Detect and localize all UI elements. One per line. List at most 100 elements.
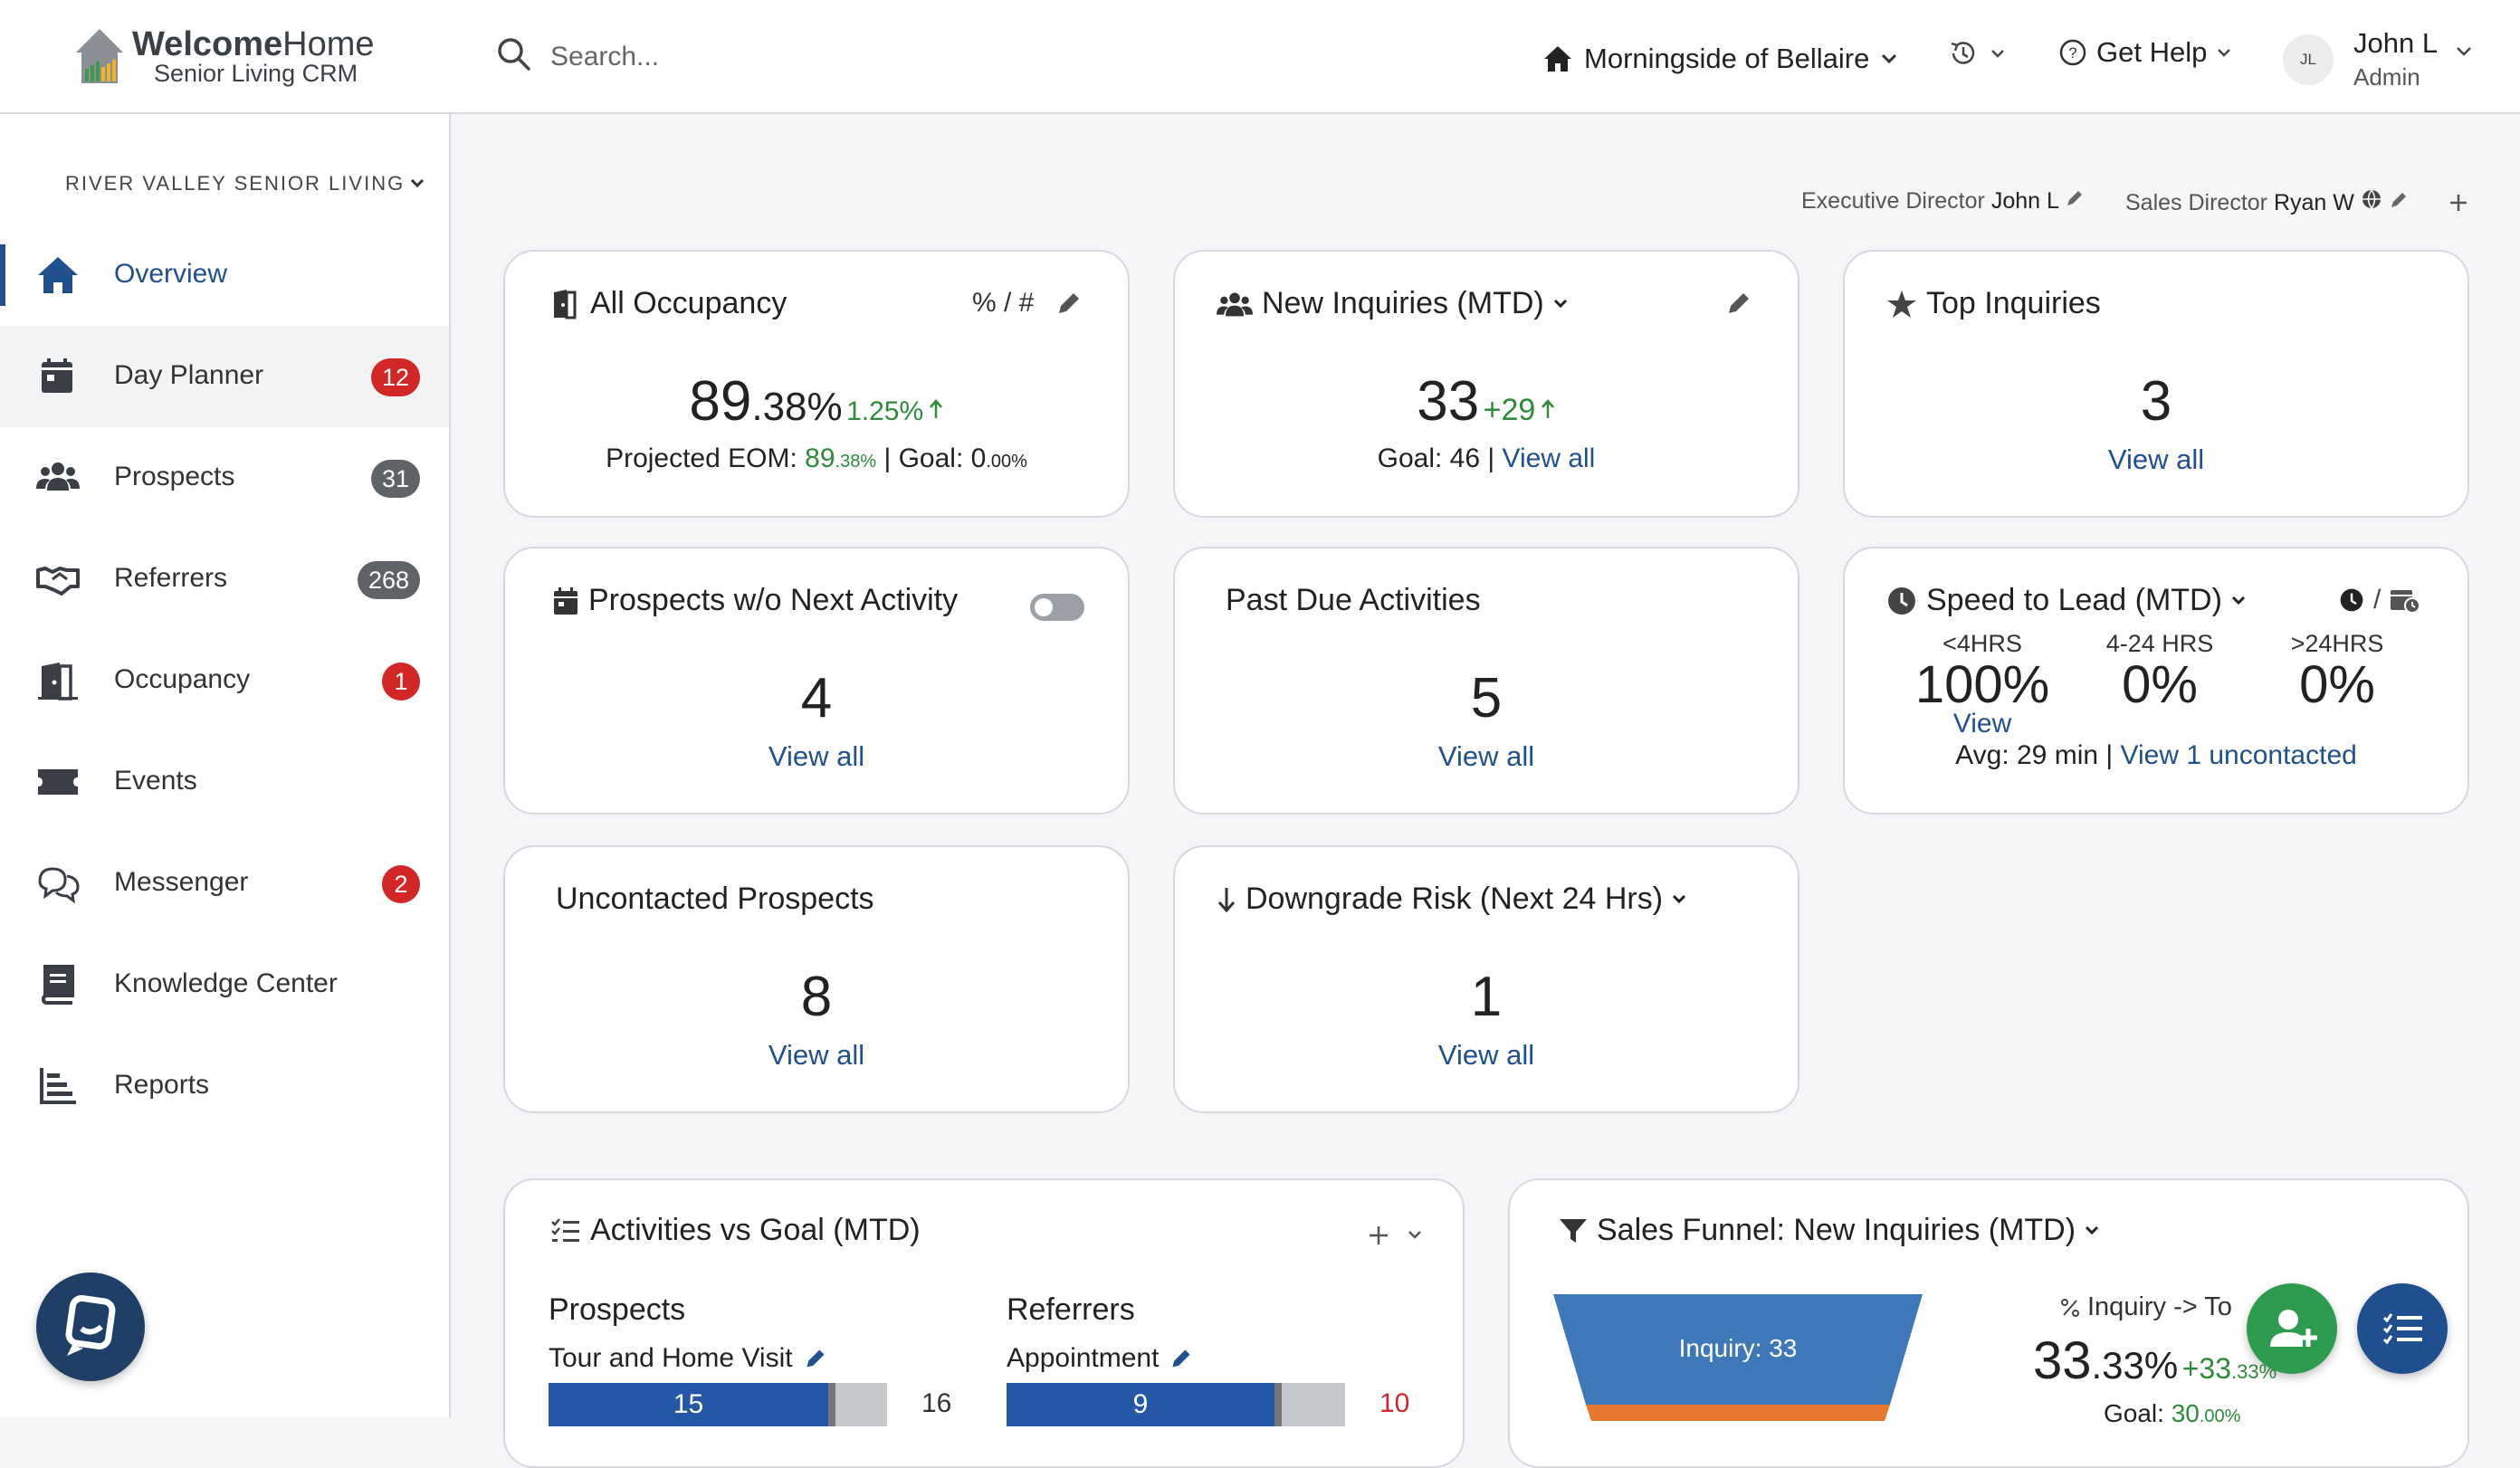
uncontacted-value: 8: [800, 966, 833, 1028]
add-prospect-button[interactable]: [2247, 1283, 2337, 1374]
count-badge: 31: [370, 460, 420, 498]
user-role: Admin: [2353, 63, 2420, 91]
organization-selector[interactable]: RIVER VALLEY SENIOR LIVING: [65, 172, 425, 195]
prospects-without-activity-card: Prospects w/o Next Activity 4 View all: [503, 547, 1130, 815]
sidebar-item-occupancy[interactable]: Occupancy 1: [0, 630, 449, 731]
star-icon: [1887, 290, 1916, 318]
user-menu[interactable]: JL John L Admin: [2283, 25, 2482, 91]
sales-funnel-title: Sales Funnel: New Inquiries (MTD): [1597, 1213, 2076, 1247]
door-icon: [38, 663, 78, 701]
occupancy-delta: 1.25%: [846, 396, 924, 426]
new-inquiries-title: New Inquiries (MTD): [1262, 286, 1544, 320]
speed-to-lead-title: Speed to Lead (MTD): [1926, 583, 2222, 617]
ticket-icon: [38, 769, 78, 795]
pencil-icon[interactable]: [804, 1347, 827, 1370]
sidebar-item-referrers[interactable]: Referrers 268: [0, 529, 449, 630]
view-all-link[interactable]: View all: [1437, 740, 1535, 772]
task-list-icon: [2382, 1313, 2422, 1345]
executive-director[interactable]: Executive Director John L: [1801, 188, 2085, 214]
view-all-link[interactable]: View all: [1437, 1039, 1535, 1071]
add-director-icon[interactable]: [2448, 192, 2469, 214]
chevron-down-icon: [1672, 894, 1686, 903]
pencil-icon[interactable]: [1169, 1347, 1193, 1370]
downgrade-value: 1: [1470, 966, 1503, 1028]
history-menu[interactable]: [1948, 38, 2006, 69]
new-inquiries-goal: Goal: 46 | View all: [1377, 443, 1596, 473]
view-mode-toggle[interactable]: /: [2339, 585, 2421, 615]
svg-text:?: ?: [2068, 44, 2076, 62]
conversion-goal: Goal: 30.00%: [2104, 1399, 2241, 1427]
get-help-menu[interactable]: ? Get Help: [2058, 36, 2232, 69]
support-chat-button[interactable]: [36, 1273, 145, 1381]
toggle-switch[interactable]: [1030, 594, 1084, 621]
community-selector[interactable]: Morningside of Bellaire: [1542, 38, 1898, 80]
sidebar-item-label: Day Planner: [114, 360, 264, 390]
card-title[interactable]: Downgrade Risk (Next 24 Hrs): [1217, 882, 1686, 917]
count-badge: 268: [357, 561, 420, 599]
help-circle-icon: ?: [2059, 39, 2086, 66]
handshake-icon: [36, 567, 80, 596]
sidebar-item-events[interactable]: Events: [0, 731, 449, 833]
percent-count-toggle[interactable]: % / #: [972, 288, 1035, 318]
view-all-link[interactable]: View all: [2107, 443, 2205, 475]
all-occupancy-title: All Occupancy: [590, 286, 788, 320]
sidebar-item-prospects[interactable]: Prospects 31: [0, 427, 449, 529]
top-header: WelcomeHome Senior Living CRM Morningsid…: [0, 0, 2520, 114]
search-bar[interactable]: [496, 33, 1039, 80]
speed-bucket: >24HRS 0%: [2290, 630, 2384, 714]
downgrade-risk-card: Downgrade Risk (Next 24 Hrs) 1 View all: [1173, 845, 1799, 1113]
add-person-icon: [2270, 1310, 2317, 1347]
house-logo-icon: [76, 29, 123, 83]
occupancy-projection: Projected EOM: 89.38% | Goal: 0.00%: [606, 443, 1027, 473]
view-all-link[interactable]: View all: [768, 1039, 865, 1071]
card-title[interactable]: Sales Funnel: New Inquiries (MTD): [1559, 1213, 2099, 1248]
pencil-icon[interactable]: [1055, 290, 1083, 317]
task-list-button[interactable]: [2357, 1283, 2448, 1374]
view-uncontacted-link[interactable]: View 1 uncontacted: [2120, 740, 2357, 770]
globe-icon: [2362, 189, 2381, 209]
home-icon: [1544, 46, 1571, 71]
sidebar-item-messenger[interactable]: Messenger 2: [0, 833, 449, 934]
sidebar-item-reports[interactable]: Reports: [0, 1035, 449, 1137]
funnel-stage-next[interactable]: [1586, 1405, 1890, 1421]
chevron-down-icon: [1553, 299, 1567, 308]
occupancy-value: 89.38% 1.25%: [505, 369, 1128, 434]
history-icon: [1951, 42, 1975, 64]
sidebar-item-label: Referrers: [114, 563, 228, 593]
get-help-label: Get Help: [2096, 36, 2208, 68]
chevron-down-icon: [2457, 47, 2471, 56]
sidebar-item-day-planner[interactable]: Day Planner 12: [0, 326, 449, 427]
past-due-activities-card: Past Due Activities 5 View all: [1173, 547, 1799, 815]
view-all-link[interactable]: View all: [1502, 443, 1596, 473]
sidebar-item-label: Events: [114, 766, 197, 796]
top-inquiries-value: 3: [2140, 370, 2172, 433]
sidebar-item-label: Overview: [114, 259, 228, 289]
progress-bar-fill: 15: [549, 1383, 828, 1426]
arrow-up-icon: [1541, 399, 1554, 418]
search-input[interactable]: [549, 34, 1023, 80]
chevron-down-icon: [2086, 1225, 2099, 1234]
pencil-icon[interactable]: [2389, 190, 2409, 210]
chevron-down-icon: [2218, 49, 2231, 57]
view-all-link[interactable]: View all: [768, 740, 865, 772]
past-due-value: 5: [1470, 667, 1503, 729]
card-title[interactable]: New Inquiries (MTD): [1217, 286, 1568, 321]
welcomehome-logo[interactable]: WelcomeHome Senior Living CRM: [72, 22, 398, 94]
card-title[interactable]: Speed to Lead (MTD): [1886, 583, 2246, 618]
pencil-icon[interactable]: [1725, 290, 1752, 317]
calendar-icon: [42, 358, 72, 393]
pencil-icon[interactable]: [2065, 188, 2085, 208]
sales-director[interactable]: Sales Director Ryan W: [2125, 188, 2409, 216]
view-link[interactable]: View: [1952, 709, 2012, 739]
progress-marker: [828, 1383, 835, 1426]
card-title: Past Due Activities: [1226, 583, 1481, 617]
funnel-stage-label: Inquiry: 33: [1678, 1334, 1798, 1362]
door-icon: [554, 289, 577, 319]
new-inquiries-delta: +29: [1483, 393, 1536, 427]
sidebar-item-overview[interactable]: Overview: [0, 224, 449, 326]
funnel-stage-inquiry[interactable]: [1553, 1294, 1923, 1405]
add-icon[interactable]: [1367, 1224, 1390, 1247]
chat-support-icon: [65, 1294, 116, 1356]
sidebar-item-knowledge-center[interactable]: Knowledge Center: [0, 934, 449, 1035]
chevron-down-icon[interactable]: [1407, 1229, 1423, 1240]
